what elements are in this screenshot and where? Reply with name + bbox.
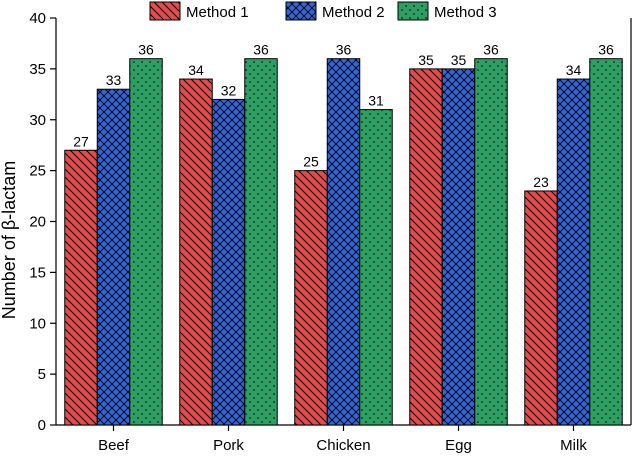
bar-method-1 [179,78,213,426]
data-label: 27 [73,133,89,149]
x-tick-label: Beef [98,437,130,454]
bar-method-1 [409,68,443,426]
x-tick-label: Egg [445,437,472,454]
data-label: 35 [451,52,467,68]
data-label: 36 [253,42,269,58]
bar-method-2 [441,68,476,426]
bar-method-3 [129,58,163,426]
bar-method-2 [556,78,591,426]
y-tick-label: 25 [29,163,46,180]
data-label: 36 [598,42,614,58]
legend-label: Method 1 [186,4,249,21]
data-label: 33 [106,72,122,88]
bar-method-3 [474,58,508,426]
legend-swatch [397,1,429,21]
bar-method-2 [211,98,246,426]
legend-swatch [149,1,181,21]
data-label: 23 [533,174,549,190]
x-tick-label: Milk [560,437,587,454]
bar-method-3 [359,109,393,426]
x-tick-label: Pork [213,437,244,454]
y-tick-label: 20 [29,214,46,231]
data-label: 36 [138,42,154,58]
y-tick-label: 15 [29,264,46,281]
bar-method-1 [294,170,328,426]
data-label: 25 [303,154,319,170]
legend-label: Method 3 [434,4,497,21]
y-tick-label: 35 [29,61,46,78]
bar-method-3 [244,58,278,426]
bar-method-2 [326,58,361,426]
legend-swatch [285,1,317,21]
y-tick-label: 0 [38,417,46,434]
data-label: 36 [336,42,352,58]
x-tick-label: Chicken [316,437,370,454]
data-label: 32 [221,82,237,98]
y-tick-label: 40 [29,10,46,27]
data-label: 34 [188,62,204,78]
plot-area: 0 5 10 15 20 25 30 35 40 Beef 27 33 36 Pork 34 32 36 Chic… [29,10,632,454]
y-tick-label: 5 [38,366,46,383]
bar-method-3 [589,58,623,426]
bar-method-1 [524,190,558,426]
bar-method-2 [96,88,131,426]
legend: Method 1 Method 2 Method 3 [149,1,497,21]
data-label: 34 [566,62,582,78]
y-tick-label: 30 [29,112,46,129]
data-label: 31 [368,93,384,109]
y-axis-label: Number of β-lactam [0,161,19,319]
data-label: 35 [418,52,434,68]
bar-method-1 [64,149,98,426]
y-tick-label: 10 [29,315,46,332]
legend-label: Method 2 [322,4,385,21]
data-label: 36 [483,42,499,58]
